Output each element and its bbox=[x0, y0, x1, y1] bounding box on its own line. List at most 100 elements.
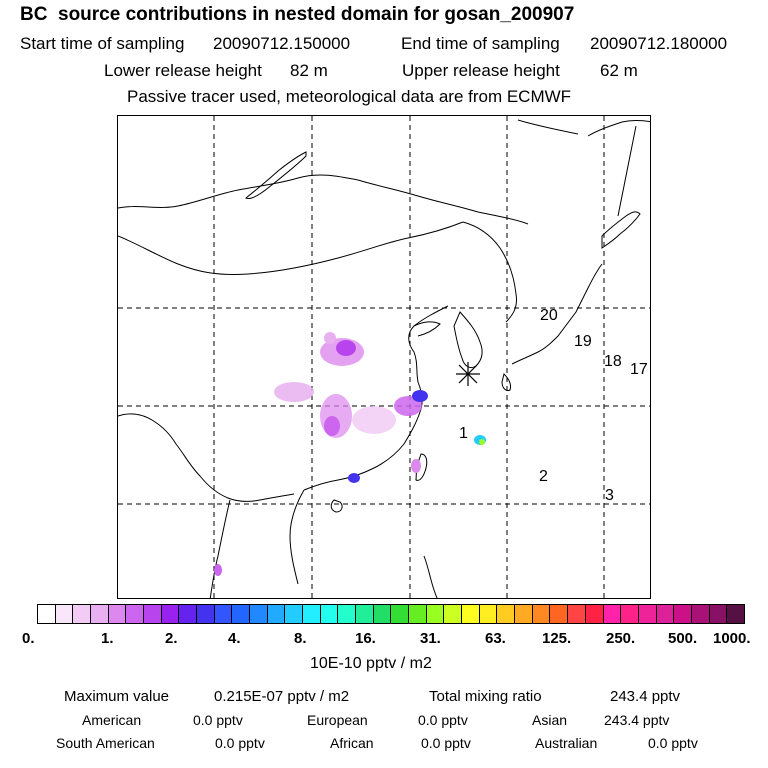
colorbar-swatch bbox=[409, 605, 427, 623]
plume-patch bbox=[324, 332, 336, 344]
colorbar-swatch bbox=[38, 605, 56, 623]
colorbar-units: 10E-10 pptv / m2 bbox=[310, 655, 432, 672]
colorbar-swatch bbox=[179, 605, 198, 623]
colorbar-swatch bbox=[497, 605, 516, 623]
colorbar-swatch bbox=[214, 605, 233, 623]
south-american-label: South American bbox=[56, 735, 155, 751]
colorbar-swatch bbox=[444, 605, 463, 623]
colorbar-swatch bbox=[250, 605, 268, 623]
border-mongolia-china bbox=[118, 221, 464, 275]
border-russia-mongolia bbox=[118, 174, 529, 225]
colorbar-swatch bbox=[638, 605, 657, 623]
colorbar-swatch bbox=[621, 605, 639, 623]
colorbar-swatch bbox=[303, 605, 321, 623]
time-label: 1 bbox=[459, 425, 468, 442]
plume-patch bbox=[214, 564, 222, 576]
lower-height-label: Lower release height bbox=[104, 61, 262, 80]
concentration-field bbox=[214, 332, 486, 576]
european-value: 0.0 pptv bbox=[418, 712, 468, 728]
lake-baikal bbox=[245, 151, 307, 199]
sakhalin bbox=[617, 125, 637, 217]
time-label: 2 bbox=[539, 468, 548, 485]
australian-value: 0.0 pptv bbox=[648, 735, 698, 751]
start-time-label: Start time of sampling bbox=[20, 34, 185, 53]
vietnam-coast bbox=[289, 489, 305, 585]
hokkaido bbox=[601, 211, 641, 249]
colorbar-tick: 8. bbox=[294, 630, 307, 647]
colorbar-swatch bbox=[55, 605, 74, 623]
plume-patch bbox=[412, 390, 428, 402]
colorbar-tick: 4. bbox=[228, 630, 241, 647]
colorbar-swatch bbox=[356, 605, 374, 623]
time-label: 3 bbox=[605, 487, 614, 504]
colorbar-tick: 2. bbox=[165, 630, 178, 647]
time-label: 17 bbox=[630, 361, 648, 378]
colorbar-tick: 125. bbox=[542, 630, 572, 647]
colorbar-swatch bbox=[391, 605, 410, 623]
american-value: 0.0 pptv bbox=[193, 712, 243, 728]
asian-label: Asian bbox=[532, 712, 568, 728]
luzon bbox=[423, 555, 438, 598]
graticule bbox=[118, 116, 650, 598]
colorbar-swatch bbox=[73, 605, 92, 623]
map-panel: 20 19 18 17 1 2 3 bbox=[117, 115, 651, 599]
colorbar-swatch bbox=[197, 605, 215, 623]
colorbar-swatch bbox=[656, 605, 675, 623]
colorbar-tick: 500. bbox=[668, 630, 698, 647]
colorbar-swatch bbox=[603, 605, 622, 623]
end-time-value: 20090712.180000 bbox=[590, 34, 728, 53]
start-time-value: 20090712.150000 bbox=[213, 34, 351, 53]
colorbar-swatch bbox=[532, 605, 551, 623]
colorbar bbox=[37, 604, 745, 624]
colorbar-swatch bbox=[108, 605, 127, 623]
time-label: 19 bbox=[574, 333, 592, 350]
colorbar-tick: 16. bbox=[355, 630, 376, 647]
colorbar-swatch bbox=[674, 605, 692, 623]
colorbar-swatch bbox=[285, 605, 304, 623]
colorbar-swatch bbox=[338, 605, 357, 623]
southeast-asia-border bbox=[118, 413, 295, 502]
coastlines bbox=[118, 119, 650, 598]
american-label: American bbox=[82, 712, 142, 728]
colorbar-swatch bbox=[144, 605, 162, 623]
colorbar-tick: 0. bbox=[22, 630, 35, 647]
end-time-label: End time of sampling bbox=[401, 34, 560, 53]
time-labels: 20 19 18 17 1 2 3 bbox=[459, 307, 648, 504]
colorbar-swatch bbox=[585, 605, 604, 623]
colorbar-swatch bbox=[709, 605, 728, 623]
total-mixing-label: Total mixing ratio bbox=[429, 688, 542, 705]
total-mixing-value: 243.4 pptv bbox=[610, 688, 681, 705]
south-american-value: 0.0 pptv bbox=[215, 735, 265, 751]
plume-patch bbox=[348, 473, 360, 483]
colorbar-tick: 250. bbox=[606, 630, 636, 647]
colorbar-tick: 1. bbox=[101, 630, 114, 647]
northern-coast bbox=[517, 119, 579, 135]
plume-patch bbox=[336, 340, 356, 356]
asian-value: 243.4 pptv bbox=[604, 712, 670, 728]
max-value: 0.215E-07 pptv / m2 bbox=[214, 688, 350, 705]
colorbar-tick: 63. bbox=[485, 630, 506, 647]
plume-patch bbox=[411, 459, 421, 473]
laos-border bbox=[209, 499, 231, 598]
data-source-note: Passive tracer used, meteorological data… bbox=[127, 87, 572, 106]
australian-label: Australian bbox=[535, 735, 598, 751]
bohai-gulf bbox=[413, 321, 441, 337]
upper-height-label: Upper release height bbox=[402, 61, 560, 80]
colorbar-swatch bbox=[267, 605, 286, 623]
african-label: African bbox=[330, 735, 374, 751]
european-label: European bbox=[307, 712, 368, 728]
colorbar-swatch bbox=[126, 605, 145, 623]
upper-height-value: 62 m bbox=[600, 61, 638, 80]
colorbar-tick: 31. bbox=[420, 630, 441, 647]
plume-patch bbox=[394, 396, 422, 416]
colorbar-swatch bbox=[691, 605, 710, 623]
colorbar-swatch bbox=[91, 605, 109, 623]
honshu bbox=[511, 263, 603, 365]
plume-patch bbox=[479, 439, 485, 445]
time-label: 20 bbox=[540, 307, 558, 324]
figure-title: BC source contributions in nested domain… bbox=[20, 4, 575, 25]
lower-height-value: 82 m bbox=[290, 61, 328, 80]
okhotsk-coast bbox=[587, 120, 650, 137]
plume-patch bbox=[324, 416, 340, 436]
colorbar-swatch bbox=[462, 605, 480, 623]
